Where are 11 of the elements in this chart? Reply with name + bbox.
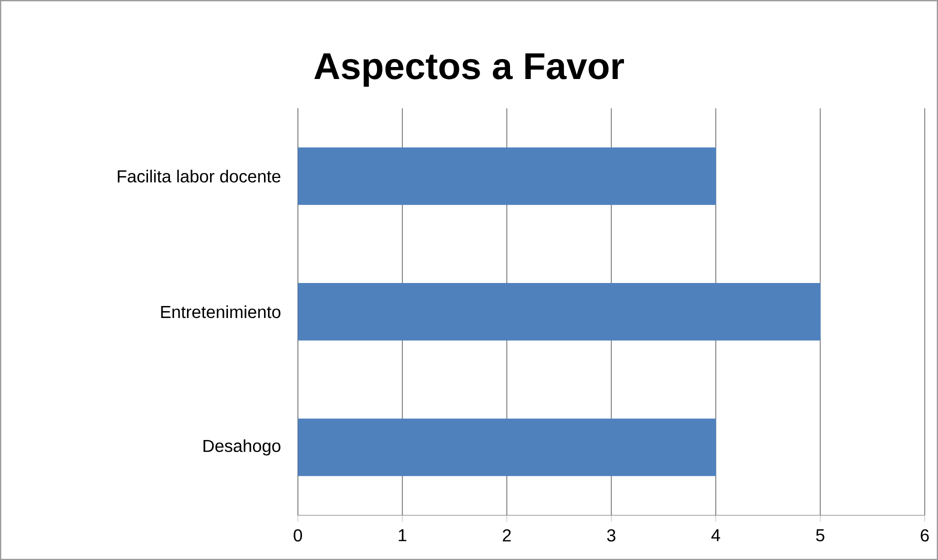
y-tick-label: Entretenimiento (161, 305, 280, 318)
x-tick-label: 2 (502, 529, 511, 542)
x-tick-label: 4 (711, 529, 720, 542)
x-tick-label: 0 (294, 529, 302, 542)
y-tick-label: Desahogo (204, 439, 280, 456)
chart-title: Aspectos a Favor (314, 53, 624, 87)
y-tick-label: Facilita labor docente (118, 170, 280, 182)
x-tick-label: 1 (398, 529, 406, 542)
x-tick-label: 6 (920, 529, 929, 542)
x-tick-label: 3 (607, 529, 616, 542)
x-tick-label: 5 (816, 529, 824, 542)
